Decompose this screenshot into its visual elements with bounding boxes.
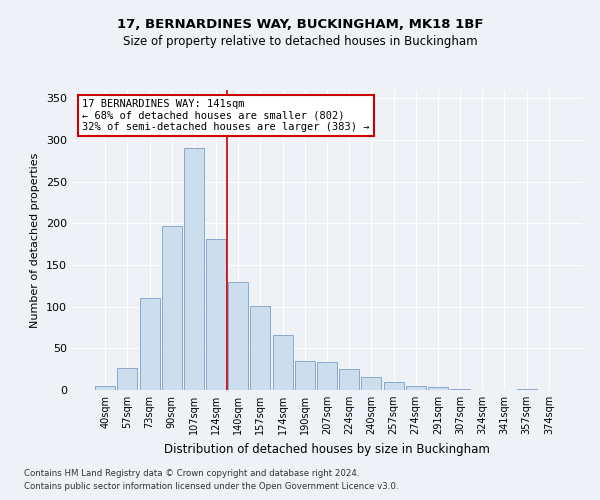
Bar — [295, 361, 315, 390]
Bar — [428, 386, 448, 390]
Bar — [339, 369, 359, 390]
Bar — [517, 389, 536, 390]
Text: Contains public sector information licensed under the Open Government Licence v3: Contains public sector information licen… — [24, 482, 398, 491]
X-axis label: Distribution of detached houses by size in Buckingham: Distribution of detached houses by size … — [164, 442, 490, 456]
Text: Size of property relative to detached houses in Buckingham: Size of property relative to detached ho… — [122, 35, 478, 48]
Bar — [317, 362, 337, 390]
Text: Contains HM Land Registry data © Crown copyright and database right 2024.: Contains HM Land Registry data © Crown c… — [24, 468, 359, 477]
Bar — [95, 386, 115, 390]
Text: 17 BERNARDINES WAY: 141sqm
← 68% of detached houses are smaller (802)
32% of sem: 17 BERNARDINES WAY: 141sqm ← 68% of deta… — [82, 99, 370, 132]
Bar — [450, 389, 470, 390]
Y-axis label: Number of detached properties: Number of detached properties — [31, 152, 40, 328]
Bar — [406, 386, 426, 390]
Bar — [184, 148, 204, 390]
Bar — [361, 376, 382, 390]
Bar — [206, 239, 226, 390]
Text: 17, BERNARDINES WAY, BUCKINGHAM, MK18 1BF: 17, BERNARDINES WAY, BUCKINGHAM, MK18 1B… — [117, 18, 483, 30]
Bar — [118, 368, 137, 390]
Bar — [162, 226, 182, 390]
Bar — [250, 306, 271, 390]
Bar — [228, 282, 248, 390]
Bar — [383, 382, 404, 390]
Bar — [272, 335, 293, 390]
Bar — [140, 298, 160, 390]
